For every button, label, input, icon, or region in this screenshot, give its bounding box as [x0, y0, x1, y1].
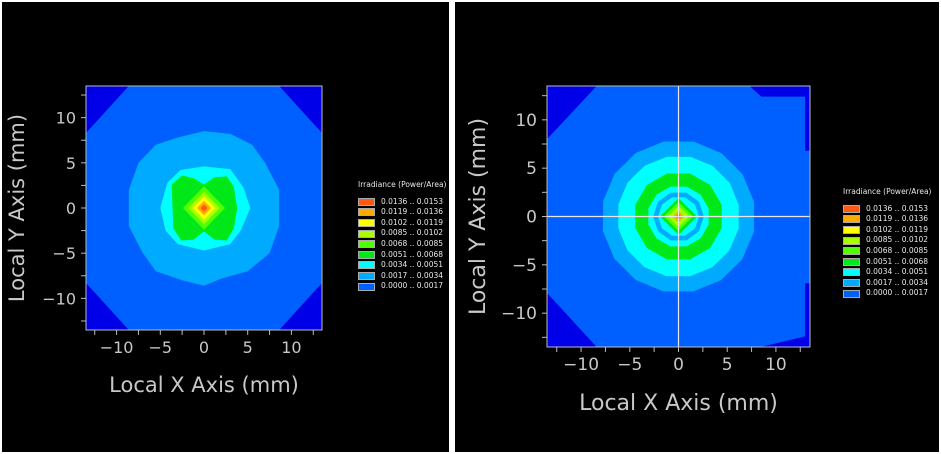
legend-swatch — [358, 272, 375, 281]
legend-entry: 0.0051 .. 0.0068 — [358, 250, 446, 261]
y-tick-label: 10 — [515, 111, 537, 131]
legend-label: 0.0119 .. 0.0136 — [381, 207, 444, 217]
legend-label: 0.0136 .. 0.0153 — [866, 203, 929, 213]
legend-label: 0.0051 .. 0.0068 — [381, 249, 444, 259]
y-tick-label: 10 — [56, 109, 76, 128]
right-legend: Irradiance (Power/Area) 0.0136 .. 0.0153… — [843, 187, 931, 299]
legend-entry: 0.0000 .. 0.0017 — [358, 281, 446, 292]
x-tick-label: 10 — [765, 355, 787, 375]
legend-swatch — [358, 219, 375, 228]
x-tick-label: −10 — [563, 355, 599, 375]
legend-entry: 0.0034 .. 0.0051 — [843, 267, 931, 278]
legend-swatch — [358, 229, 375, 238]
y-axis-label: Local Y Axis (mm) — [466, 118, 491, 315]
legend-label: 0.0102 .. 0.0119 — [381, 217, 444, 227]
legend-entry: 0.0068 .. 0.0085 — [358, 239, 446, 250]
legend-entry: 0.0017 .. 0.0034 — [843, 278, 931, 289]
y-tick-label: −10 — [42, 289, 76, 308]
legend-swatch — [358, 197, 375, 206]
legend-entry: 0.0102 .. 0.0119 — [358, 218, 446, 229]
legend-entry: 0.0000 .. 0.0017 — [843, 288, 931, 299]
left-contour-chart: −10 −5 0 5 10 −10 −5 0 5 10 Local X Axis (mm) Local… — [5, 85, 323, 397]
legend-entry: 0.0017 .. 0.0034 — [358, 271, 446, 282]
legend-entry: 0.0051 .. 0.0068 — [843, 257, 931, 268]
legend-swatch — [843, 289, 860, 298]
x-tick-label: −5 — [148, 338, 172, 357]
legend-entry: 0.0136 .. 0.0153 — [843, 204, 931, 215]
legend-entry: 0.0068 .. 0.0085 — [843, 246, 931, 257]
x-tick-label: 0 — [673, 355, 684, 375]
y-axis-label: Local Y Axis (mm) — [5, 114, 29, 302]
legend-label: 0.0017 .. 0.0034 — [866, 277, 929, 287]
y-tick-label: −5 — [52, 244, 76, 263]
legend-swatch — [358, 250, 375, 259]
legend-swatch — [843, 215, 860, 224]
legend-label: 0.0051 .. 0.0068 — [866, 256, 929, 266]
x-tick-label: 10 — [281, 338, 301, 357]
x-tick-label: 5 — [722, 355, 733, 375]
y-tick-label: −10 — [501, 304, 537, 324]
legend-title: Irradiance (Power/Area) — [358, 180, 447, 189]
left-legend: Irradiance (Power/Area) 0.0136 .. 0.0153… — [358, 180, 446, 292]
left-chart-panel: −10 −5 0 5 10 −10 −5 0 5 10 Local X Axis (mm) Local… — [2, 2, 449, 452]
legend-swatch — [843, 279, 860, 288]
legend-label: 0.0017 .. 0.0034 — [381, 270, 444, 280]
legend-label: 0.0085 .. 0.0102 — [381, 228, 444, 238]
legend-label: 0.0068 .. 0.0085 — [381, 238, 444, 248]
legend-title: Irradiance (Power/Area) — [843, 187, 932, 196]
legend-entry: 0.0034 .. 0.0051 — [358, 260, 446, 271]
right-contour-chart: −10 −5 0 5 10 −10 −5 0 5 10 Local X Axis (mm) Local… — [466, 85, 811, 416]
y-tick-label: 5 — [526, 159, 537, 179]
x-axis-label: Local X Axis (mm) — [579, 391, 778, 416]
y-tick-label: 5 — [66, 154, 76, 173]
legend-label: 0.0102 .. 0.0119 — [866, 224, 929, 234]
x-axis-label: Local X Axis (mm) — [109, 373, 299, 397]
legend-label: 0.0000 .. 0.0017 — [866, 288, 929, 298]
y-tick-label: −5 — [512, 256, 537, 276]
legend-swatch — [358, 240, 375, 249]
contour-region — [200, 204, 208, 212]
legend-label: 0.0068 .. 0.0085 — [866, 245, 929, 255]
x-tick-label: 5 — [243, 338, 253, 357]
y-tick-label: 0 — [66, 199, 76, 218]
legend-swatch — [843, 226, 860, 235]
legend-entry: 0.0085 .. 0.0102 — [843, 235, 931, 246]
legend-entry: 0.0136 .. 0.0153 — [358, 197, 446, 208]
legend-label: 0.0119 .. 0.0136 — [866, 214, 929, 224]
legend-entry: 0.0119 .. 0.0136 — [358, 207, 446, 218]
legend-label: 0.0034 .. 0.0051 — [381, 260, 444, 270]
legend-swatch — [843, 247, 860, 256]
legend-label: 0.0000 .. 0.0017 — [381, 281, 444, 291]
legend-entry: 0.0085 .. 0.0102 — [358, 228, 446, 239]
legend-entry: 0.0102 .. 0.0119 — [843, 225, 931, 236]
legend-swatch — [358, 208, 375, 217]
legend-swatch — [358, 261, 375, 270]
legend-label: 0.0085 .. 0.0102 — [866, 235, 929, 245]
legend-label: 0.0034 .. 0.0051 — [866, 267, 929, 277]
legend-label: 0.0136 .. 0.0153 — [381, 196, 444, 206]
legend-swatch — [843, 204, 860, 213]
x-tick-label: −10 — [100, 338, 134, 357]
legend-swatch — [358, 282, 375, 291]
x-tick-label: 0 — [199, 338, 209, 357]
y-tick-label: 0 — [526, 208, 537, 228]
legend-swatch — [843, 257, 860, 266]
right-chart-panel: −10 −5 0 5 10 −10 −5 0 5 10 Local X Axis (mm) Local… — [455, 2, 939, 452]
x-tick-label: −5 — [617, 355, 642, 375]
legend-swatch — [843, 236, 860, 245]
legend-entry: 0.0119 .. 0.0136 — [843, 214, 931, 225]
legend-swatch — [843, 268, 860, 277]
